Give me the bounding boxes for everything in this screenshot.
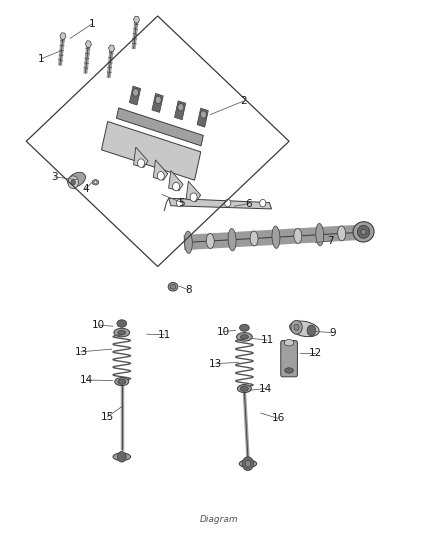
Text: 13: 13 bbox=[209, 359, 223, 368]
Polygon shape bbox=[109, 45, 115, 52]
Ellipse shape bbox=[239, 460, 257, 467]
Ellipse shape bbox=[285, 368, 293, 373]
Polygon shape bbox=[134, 16, 140, 23]
Ellipse shape bbox=[294, 229, 302, 244]
Text: Diagram: Diagram bbox=[200, 515, 238, 524]
Text: 5: 5 bbox=[178, 198, 185, 207]
Circle shape bbox=[68, 176, 78, 189]
Polygon shape bbox=[174, 101, 186, 120]
Circle shape bbox=[155, 96, 161, 103]
Polygon shape bbox=[186, 181, 201, 201]
Circle shape bbox=[138, 159, 145, 167]
Text: 10: 10 bbox=[217, 327, 230, 336]
FancyBboxPatch shape bbox=[281, 341, 297, 377]
Ellipse shape bbox=[237, 333, 252, 341]
Circle shape bbox=[71, 180, 75, 185]
Ellipse shape bbox=[115, 377, 129, 386]
Circle shape bbox=[225, 199, 231, 207]
Ellipse shape bbox=[113, 453, 131, 461]
Ellipse shape bbox=[168, 282, 178, 291]
Ellipse shape bbox=[237, 385, 251, 392]
Ellipse shape bbox=[240, 386, 248, 391]
Ellipse shape bbox=[206, 233, 214, 248]
Ellipse shape bbox=[290, 321, 319, 337]
Ellipse shape bbox=[272, 226, 280, 248]
Ellipse shape bbox=[284, 340, 294, 346]
Polygon shape bbox=[60, 33, 66, 39]
Circle shape bbox=[242, 457, 254, 471]
Ellipse shape bbox=[92, 180, 99, 185]
Circle shape bbox=[307, 325, 316, 336]
Ellipse shape bbox=[357, 225, 370, 238]
Polygon shape bbox=[102, 122, 201, 180]
Text: 10: 10 bbox=[92, 320, 105, 330]
Polygon shape bbox=[134, 147, 148, 167]
Circle shape bbox=[291, 320, 302, 334]
Circle shape bbox=[157, 172, 164, 180]
Text: 6: 6 bbox=[245, 199, 252, 208]
Text: 3: 3 bbox=[51, 172, 58, 182]
Text: 13: 13 bbox=[74, 347, 88, 357]
Ellipse shape bbox=[170, 285, 176, 289]
Ellipse shape bbox=[184, 231, 192, 254]
Text: 16: 16 bbox=[272, 414, 285, 423]
Text: 4: 4 bbox=[82, 184, 89, 194]
Text: 2: 2 bbox=[240, 96, 247, 106]
Circle shape bbox=[133, 89, 139, 96]
Ellipse shape bbox=[316, 223, 324, 246]
Polygon shape bbox=[129, 86, 141, 105]
Ellipse shape bbox=[117, 320, 127, 327]
Circle shape bbox=[200, 111, 206, 118]
Circle shape bbox=[260, 199, 266, 207]
Ellipse shape bbox=[118, 379, 126, 384]
Circle shape bbox=[173, 182, 180, 191]
Ellipse shape bbox=[361, 229, 366, 235]
Ellipse shape bbox=[68, 172, 85, 187]
Text: 12: 12 bbox=[309, 349, 322, 358]
Ellipse shape bbox=[114, 328, 130, 337]
Ellipse shape bbox=[228, 229, 236, 251]
Text: 9: 9 bbox=[329, 328, 336, 337]
Polygon shape bbox=[152, 93, 163, 112]
Ellipse shape bbox=[353, 222, 374, 242]
Ellipse shape bbox=[240, 335, 248, 339]
Polygon shape bbox=[169, 171, 183, 191]
Text: 14: 14 bbox=[80, 375, 93, 385]
Circle shape bbox=[294, 324, 299, 330]
Text: 11: 11 bbox=[261, 335, 274, 345]
Polygon shape bbox=[85, 41, 92, 47]
Text: 1: 1 bbox=[88, 19, 95, 29]
Ellipse shape bbox=[94, 181, 97, 183]
Polygon shape bbox=[169, 198, 272, 209]
Text: 15: 15 bbox=[101, 412, 114, 422]
Text: 7: 7 bbox=[327, 236, 334, 246]
Polygon shape bbox=[153, 160, 168, 180]
Circle shape bbox=[117, 451, 126, 462]
Text: 14: 14 bbox=[258, 384, 272, 393]
Ellipse shape bbox=[250, 231, 258, 246]
Polygon shape bbox=[197, 108, 208, 127]
Text: 8: 8 bbox=[185, 285, 192, 295]
Ellipse shape bbox=[338, 226, 346, 241]
Polygon shape bbox=[117, 108, 203, 146]
Ellipse shape bbox=[240, 324, 249, 331]
Circle shape bbox=[190, 193, 197, 201]
Circle shape bbox=[177, 199, 183, 207]
Text: 11: 11 bbox=[158, 330, 171, 340]
Text: 1: 1 bbox=[38, 54, 45, 63]
Ellipse shape bbox=[118, 330, 126, 335]
Circle shape bbox=[178, 103, 184, 111]
Circle shape bbox=[245, 461, 251, 467]
